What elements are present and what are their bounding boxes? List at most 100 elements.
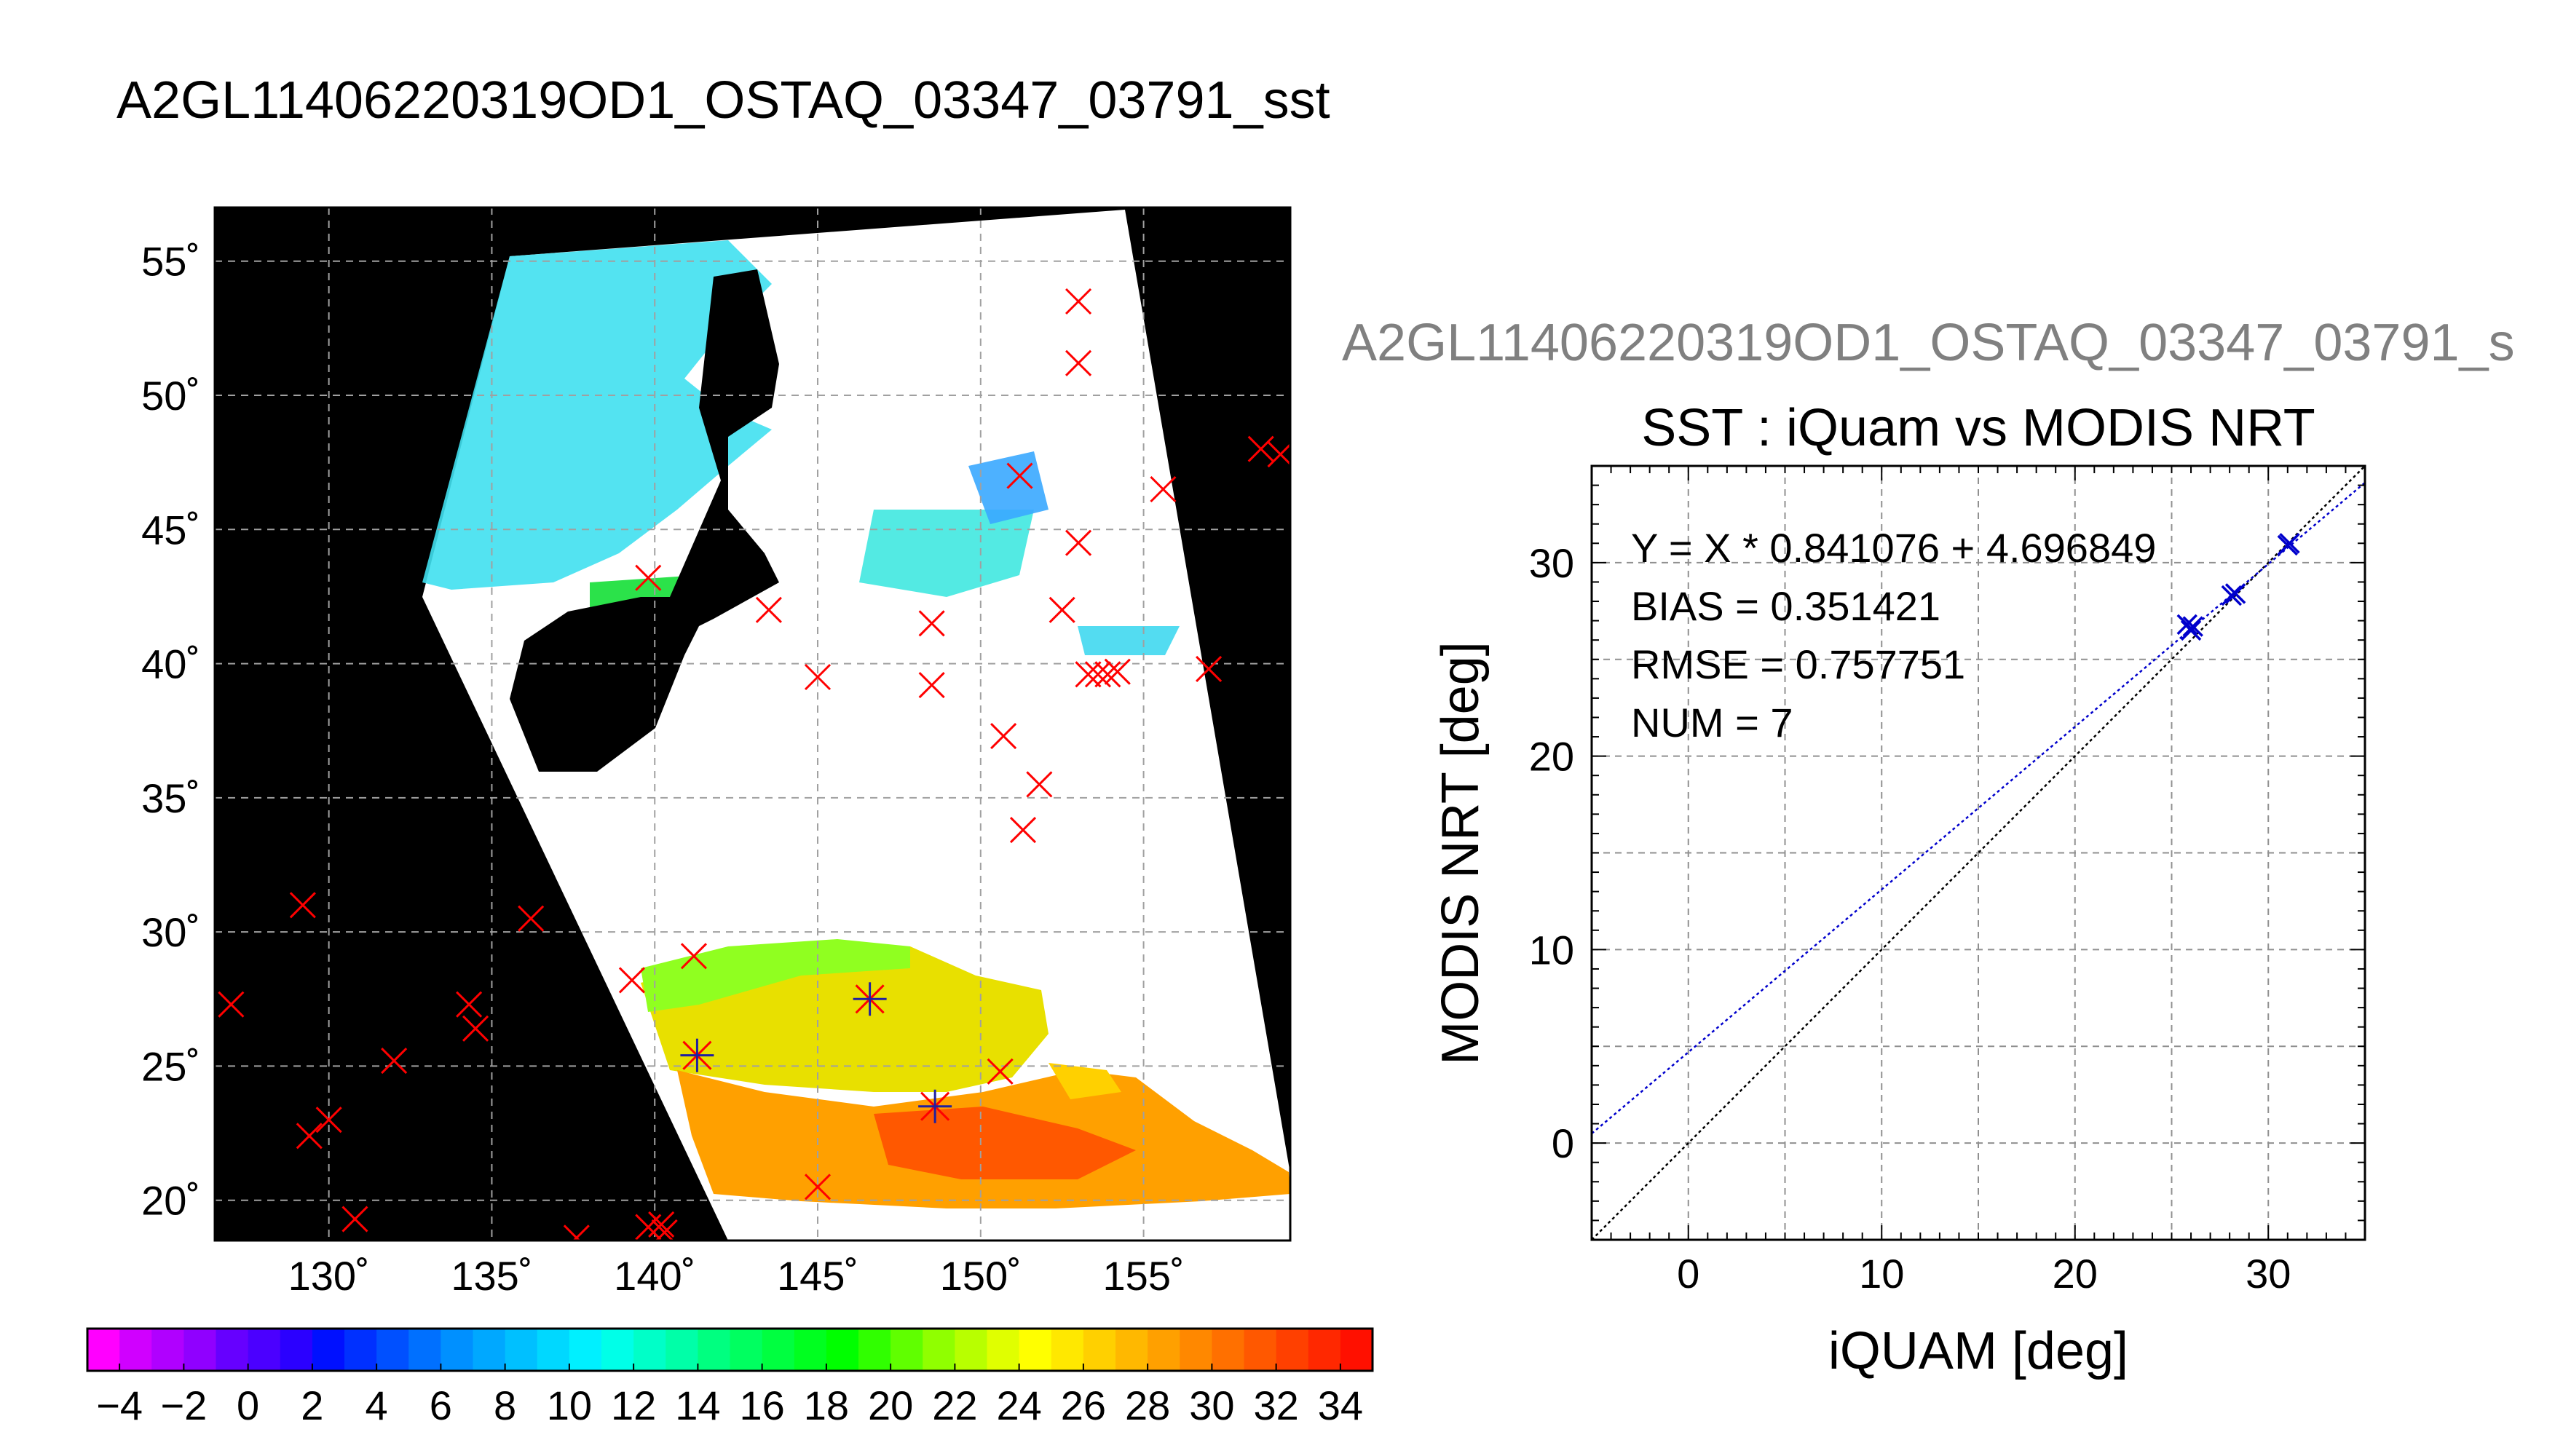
buoy-marker-stroke [296, 1123, 323, 1150]
colorbar-cell [1212, 1329, 1244, 1371]
colorbar-tick-label: 4 [366, 1382, 388, 1428]
buoy-marker-stroke [1196, 655, 1223, 683]
matchup-marker [853, 982, 887, 1016]
buoy-marker-stroke [518, 905, 545, 932]
map-lat-label: 30˚ [141, 909, 200, 955]
scatter-point-stroke [2180, 620, 2202, 641]
colorbar-cell [1276, 1329, 1309, 1371]
map-lat-label: 40˚ [141, 641, 200, 687]
buoy-marker-stroke [1075, 661, 1102, 688]
buoy-marker-stroke [1049, 596, 1075, 623]
scatter-x-tick-label: 0 [1677, 1251, 1699, 1297]
colorbar-cell [569, 1329, 602, 1371]
buoy-marker-stroke [315, 1107, 342, 1133]
map-lon-label: 150˚ [940, 1253, 1022, 1299]
map-lon-label: 135˚ [451, 1253, 532, 1299]
sst-north-patch [1078, 626, 1180, 655]
colorbar-cell [473, 1329, 506, 1371]
colorbar-tick-label: 12 [611, 1382, 656, 1428]
scatter-stat-line: NUM = 7 [1631, 700, 1793, 745]
buoy-marker-stroke [655, 1219, 678, 1241]
colorbar-cell [987, 1329, 1020, 1371]
buoy-marker-stroke [1065, 529, 1092, 556]
buoy-marker-stroke [804, 1174, 832, 1200]
buoy-marker-stroke [618, 967, 645, 994]
buoy-marker [918, 610, 945, 637]
map-lat-label: 25˚ [141, 1043, 200, 1089]
scatter-stat-line: RMSE = 0.757751 [1631, 641, 1965, 687]
buoy-marker [456, 991, 483, 1018]
scatter-point-stroke [2279, 533, 2300, 554]
buoy-marker [651, 1219, 678, 1241]
scatter-point-stroke [2221, 585, 2243, 606]
colorbar-tick-label: 2 [301, 1382, 323, 1428]
buoy-marker [755, 596, 782, 623]
buoy-marker-stroke [990, 723, 1017, 750]
buoy-marker [289, 892, 316, 919]
colorbar-cell [537, 1329, 570, 1371]
buoy-marker [1006, 462, 1033, 489]
scatter-point-stroke [2182, 616, 2203, 637]
buoy-marker-stroke [381, 1047, 408, 1075]
scatter-point [2279, 533, 2300, 554]
scatter-stat-line: Y = X * 0.841076 + 4.696849 [1631, 525, 2156, 571]
buoy-marker-stroke [680, 943, 707, 970]
buoy-marker [341, 1206, 368, 1233]
colorbar-cell [505, 1329, 538, 1371]
scatter-point [2176, 614, 2197, 636]
buoy-marker-stroke [918, 671, 945, 699]
colorbar-cell [858, 1329, 891, 1371]
map-frame [213, 206, 1292, 1242]
colorbar-cell [87, 1329, 120, 1371]
scatter-point [2182, 616, 2203, 637]
colorbar-cell [1340, 1329, 1373, 1371]
buoy-marker [1075, 661, 1102, 688]
colorbar-tick-label: 16 [739, 1382, 784, 1428]
buoy-marker [315, 1107, 342, 1133]
colorbar-cell [955, 1329, 987, 1371]
sst-north-patch [422, 240, 772, 590]
scatter-y-tick-label: 20 [1529, 734, 1574, 780]
buoy-marker [1065, 349, 1092, 376]
colorbar-cell [601, 1329, 634, 1371]
buoy-marker [1104, 658, 1131, 685]
scatter-x-tick-label: 20 [2053, 1251, 2098, 1297]
buoy-marker-stroke [1150, 475, 1177, 503]
scatter-x-tick-label: 30 [2246, 1251, 2291, 1297]
colorbar-tick-label: 34 [1318, 1382, 1363, 1428]
colorbar-tick-label: 32 [1253, 1382, 1298, 1428]
colorbar-cell [183, 1329, 216, 1371]
scatter-point [2221, 585, 2243, 606]
buoy-marker [296, 1123, 323, 1150]
colorbar-cell [312, 1329, 345, 1371]
sst-south-band [874, 1107, 1136, 1179]
buoy-marker [1049, 596, 1075, 623]
buoy-marker-stroke [1084, 661, 1111, 688]
map-panel: 130˚ 135˚ 140˚ 145˚ 150˚ 155˚ 55˚ 50˚ 45˚ 40˚ 35˚ 3… [141, 206, 1292, 1299]
colorbar-tick-label: 0 [237, 1382, 259, 1428]
buoy-marker [987, 1058, 1014, 1085]
colorbar-tick-label: −4 [96, 1382, 143, 1428]
colorbar-cell [1115, 1329, 1148, 1371]
buoy-marker [618, 967, 645, 994]
scatter-y-tick-label: 0 [1552, 1120, 1574, 1166]
buoy-marker-stroke [918, 610, 945, 637]
colorbar-cell [216, 1329, 249, 1371]
scatter-gray-title: A2GL11406220319OD1_OSTAQ_03347_03791_s [1342, 314, 2515, 372]
colorbar-tick-label: 28 [1125, 1382, 1170, 1428]
buoy-marker [1065, 288, 1092, 315]
colorbar-tick-label: 10 [547, 1382, 592, 1428]
buoy-marker-stroke [1026, 771, 1053, 798]
buoy-marker [1247, 435, 1274, 462]
buoy-marker [462, 1015, 489, 1042]
buoy-marker-stroke [1006, 462, 1033, 489]
buoy-marker [648, 1211, 675, 1238]
colorbar-cell [344, 1329, 377, 1371]
colorbar-cell [1083, 1329, 1116, 1371]
buoy-marker-stroke [635, 564, 662, 591]
colorbar-cell [119, 1329, 152, 1371]
colorbar-cell [408, 1329, 441, 1371]
colorbar-cell [762, 1329, 795, 1371]
colorbar-cell [280, 1329, 313, 1371]
